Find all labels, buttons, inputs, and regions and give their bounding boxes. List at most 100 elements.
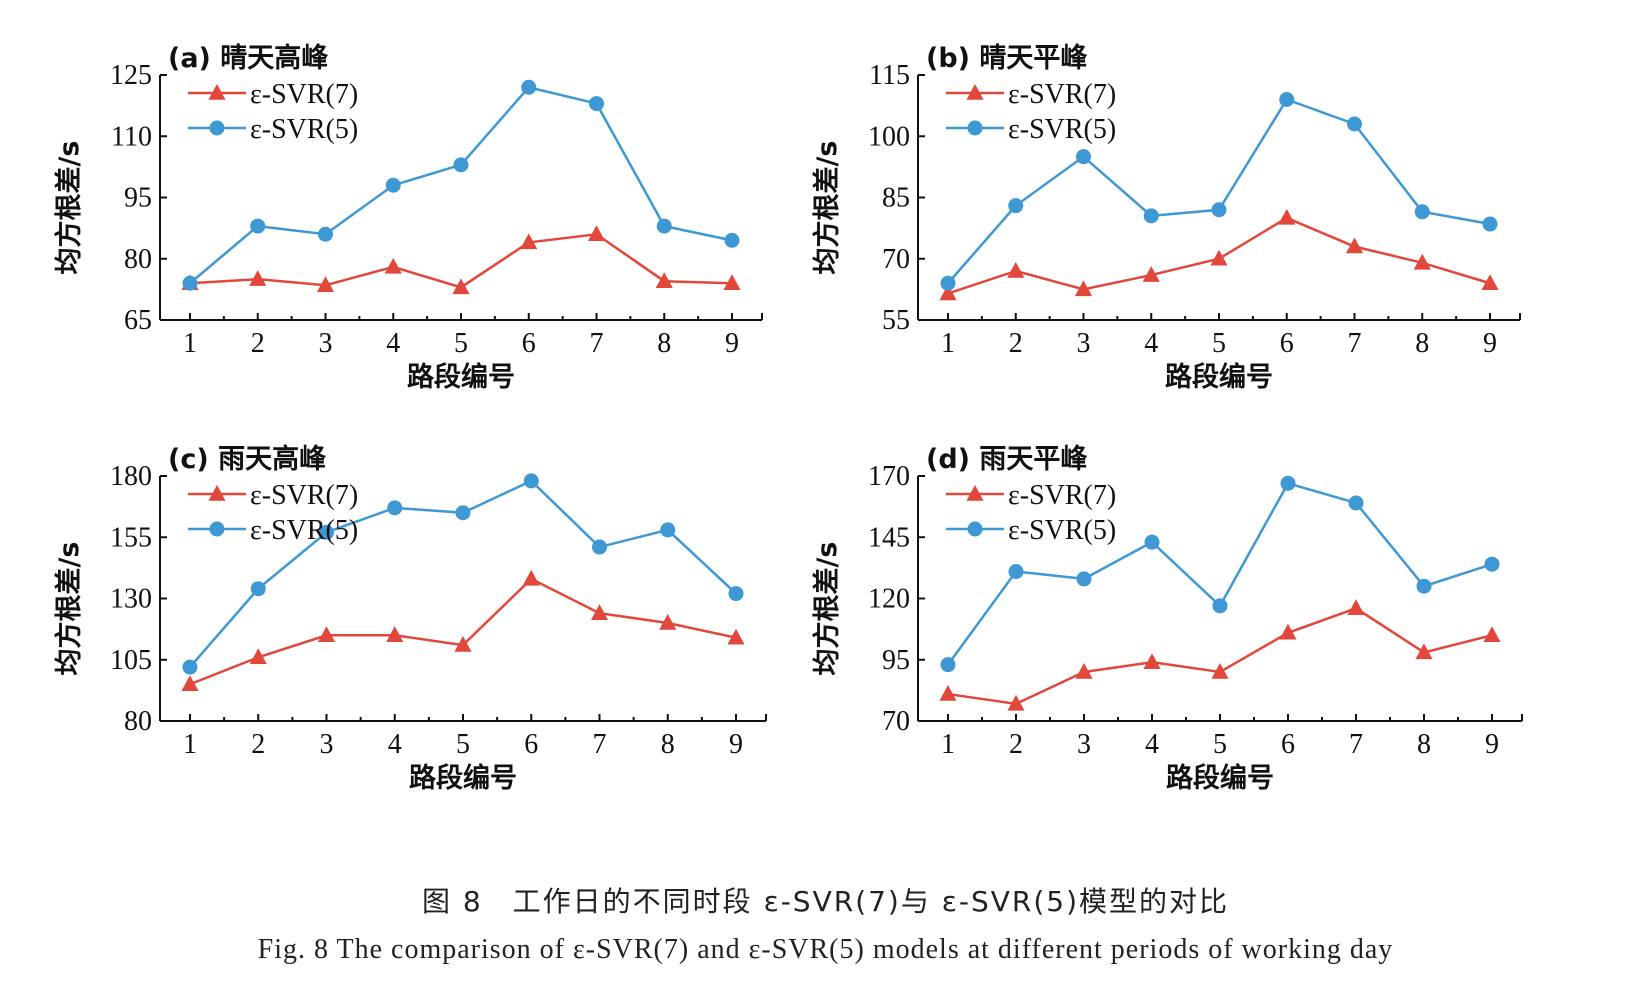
- data-point-triangle: [454, 636, 472, 652]
- y-tick-label: 65: [124, 305, 152, 336]
- data-point-circle: [182, 659, 198, 675]
- y-tick-label: 155: [110, 522, 152, 553]
- x-axis-title: 路段编号: [1166, 762, 1274, 794]
- data-point-circle: [1280, 475, 1296, 491]
- x-tick-label: 2: [1009, 729, 1023, 760]
- data-point-triangle: [384, 257, 402, 274]
- series-line-1: [189, 577, 737, 686]
- x-tick-label: 9: [725, 328, 739, 359]
- x-tick-label: 8: [661, 729, 675, 760]
- x-tick-label: 6: [1280, 328, 1294, 359]
- data-point-triangle: [723, 274, 741, 290]
- series-line-1: [947, 606, 1493, 706]
- legend-marker-triangle: [966, 84, 984, 100]
- x-tick-label: 7: [1348, 328, 1362, 359]
- data-point-circle: [455, 505, 471, 521]
- data-point-triangle: [1211, 663, 1229, 679]
- data-point-circle: [319, 524, 334, 540]
- legend-label: ε-SVR(7): [250, 480, 358, 511]
- data-point-circle: [940, 275, 956, 291]
- x-tick-label: 7: [590, 328, 604, 359]
- figure-caption-chinese: 图 8 工作日的不同时段 ε-SVR(7)与 ε-SVR(5)模型的对比: [421, 885, 1230, 918]
- x-tick-label: 1: [183, 328, 197, 359]
- data-point-circle: [1348, 495, 1364, 511]
- legend-marker-triangle: [208, 84, 226, 100]
- x-tick-label: 7: [1349, 729, 1363, 760]
- data-point-circle: [728, 586, 744, 602]
- data-point-circle: [1076, 149, 1091, 165]
- data-point-triangle: [1142, 266, 1160, 282]
- data-point-circle: [660, 522, 676, 538]
- data-point-circle: [724, 232, 740, 248]
- data-point-circle: [1484, 556, 1500, 572]
- x-tick-label: 3: [1077, 729, 1091, 760]
- data-point-circle: [182, 275, 198, 291]
- data-point-circle: [250, 218, 266, 234]
- legend-label: ε-SVR(5): [1008, 515, 1116, 546]
- x-tick-label: 2: [1009, 328, 1023, 359]
- y-tick-label: 180: [110, 461, 152, 492]
- y-tick-label: 70: [882, 244, 910, 275]
- data-point-circle: [250, 581, 266, 597]
- y-tick-label: 95: [882, 645, 910, 676]
- data-point-circle: [592, 539, 607, 555]
- y-tick-label: 95: [124, 183, 152, 214]
- data-point-triangle: [1347, 599, 1365, 616]
- x-tick-label: 8: [1417, 729, 1431, 760]
- data-point-triangle: [939, 284, 957, 301]
- y-axis-title: 均方根差/s: [53, 141, 85, 275]
- x-axis-title: 路段编号: [1165, 361, 1273, 393]
- x-tick-label: 3: [319, 328, 333, 359]
- data-point-triangle: [659, 614, 677, 630]
- panel-title: (d) 雨天平峰: [926, 444, 1087, 475]
- data-point-triangle: [1483, 626, 1501, 642]
- x-axis-title: 路段编号: [407, 361, 515, 393]
- data-point-circle: [656, 218, 672, 234]
- data-point-circle: [1076, 571, 1092, 587]
- x-tick-label: 5: [454, 328, 468, 359]
- data-point-triangle: [316, 276, 335, 293]
- x-tick-label: 6: [524, 729, 538, 760]
- chart-panel-3: 80 105 130 155 180 1 2 3 4 5 6 7 8 9 路段编号 均方根差/s (c) 雨天高…: [53, 443, 767, 794]
- y-tick-label: 115: [869, 60, 910, 91]
- x-tick-label: 4: [1145, 729, 1159, 760]
- data-point-circle: [1008, 198, 1024, 214]
- data-point-triangle: [939, 685, 957, 701]
- x-tick-label: 9: [729, 729, 743, 760]
- y-tick-label: 130: [110, 584, 152, 615]
- x-tick-label: 2: [251, 328, 265, 359]
- legend-label: ε-SVR(5): [250, 515, 358, 546]
- y-axis-title: 均方根差/s: [53, 542, 85, 676]
- x-tick-label: 9: [1483, 328, 1497, 359]
- data-point-triangle: [522, 569, 540, 586]
- legend-marker-triangle: [966, 485, 984, 501]
- data-point-triangle: [1074, 280, 1093, 297]
- data-point-triangle: [520, 233, 538, 250]
- data-point-triangle: [590, 604, 609, 620]
- legend-label: ε-SVR(7): [250, 79, 358, 110]
- legend-label: ε-SVR(7): [1008, 79, 1116, 110]
- data-point-circle: [940, 657, 956, 673]
- data-point-triangle: [1345, 237, 1364, 254]
- y-axis-title: 均方根差/s: [811, 141, 843, 275]
- legend-marker-circle: [967, 120, 983, 136]
- data-point-triangle: [1413, 253, 1431, 270]
- x-tick-label: 4: [388, 729, 402, 760]
- y-tick-label: 55: [882, 305, 910, 336]
- data-point-circle: [589, 96, 604, 112]
- y-tick-label: 105: [110, 645, 152, 676]
- data-point-circle: [521, 79, 537, 95]
- y-tick-label: 145: [868, 522, 910, 553]
- panel-title: (c) 雨天高峰: [168, 443, 326, 475]
- x-tick-label: 4: [1144, 328, 1158, 359]
- chart-panel-1: 65 80 95 110 125 1 2 3 4 5 6 7 8 9 路段编号 均方根差/s (a) 晴天高峰 ε…: [53, 42, 763, 393]
- data-point-triangle: [452, 278, 470, 295]
- data-point-triangle: [1481, 274, 1499, 290]
- x-tick-label: 6: [522, 328, 536, 359]
- data-point-triangle: [1210, 249, 1228, 266]
- y-tick-label: 80: [124, 706, 152, 737]
- x-tick-label: 1: [941, 729, 955, 760]
- x-tick-label: 5: [1213, 729, 1227, 760]
- x-tick-label: 8: [1415, 328, 1429, 359]
